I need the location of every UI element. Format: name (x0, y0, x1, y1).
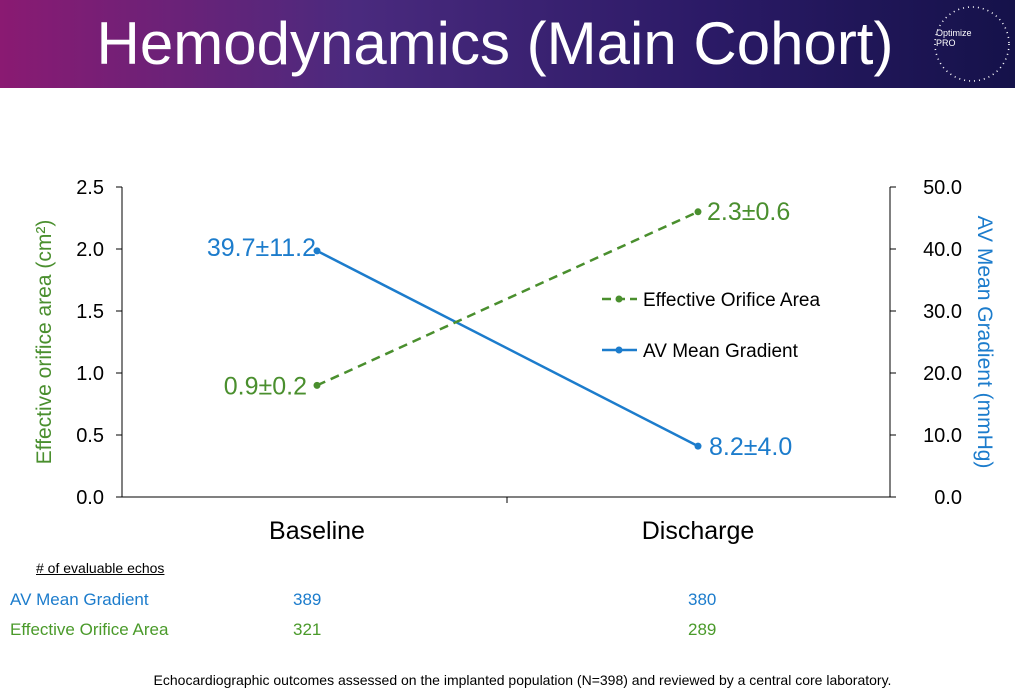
right-tick-label: 10.0 (923, 425, 962, 447)
series-line-effective-orifice-area (316, 210, 699, 387)
series-line-av-mean-gradient (316, 249, 699, 448)
left-tick-label: 0.5 (76, 425, 104, 447)
right-axis-ticks: 0.0 10.0 20.0 30.0 40.0 50.0 (890, 177, 962, 509)
category-labels: Baseline Discharge (269, 517, 754, 545)
category-label: Discharge (642, 517, 755, 545)
data-label: 0.9±0.2 (224, 372, 307, 400)
right-tick-label: 20.0 (923, 363, 962, 385)
legend-marker-effective-orifice-area (615, 295, 623, 303)
chart-legend: Effective Orifice Area AV Mean Gradient (602, 290, 820, 362)
data-point-effective-orifice-area (694, 208, 702, 216)
chart-axes (121, 187, 891, 503)
footnote: Echocardiographic outcomes assessed on t… (153, 672, 892, 688)
left-axis-ticks: 0.0 0.5 1.0 1.5 2.0 2.5 (76, 177, 122, 509)
left-tick-label: 1.5 (76, 301, 104, 323)
y-axis-label: Effective orifice area (cm²) (33, 220, 56, 465)
category-label: Baseline (269, 517, 365, 545)
right-tick-label: 40.0 (923, 239, 962, 261)
right-tick-label: 0.0 (934, 487, 962, 509)
data-point-av-mean-gradient (694, 442, 702, 450)
left-tick-label: 2.0 (76, 239, 104, 261)
logo-line-2: PRO (936, 38, 956, 48)
logo-text: Optimize PRO (936, 28, 972, 48)
table-row-label: Effective Orifice Area (10, 620, 169, 639)
table-header: # of evaluable echos (36, 560, 165, 576)
left-tick-label: 2.5 (76, 177, 104, 199)
data-point-effective-orifice-area (313, 381, 321, 389)
table-cell: 321 (293, 620, 322, 639)
legend-label: AV Mean Gradient (643, 341, 799, 362)
title-banner: Hemodynamics (Main Cohort) Optimize PRO (0, 0, 1015, 88)
series-lines (313, 208, 702, 450)
slide-title: Hemodynamics (Main Cohort) (96, 10, 894, 77)
table-cell: 380 (688, 590, 717, 609)
data-label: 2.3±0.6 (707, 198, 790, 226)
logo-line-1: Optimize (936, 28, 972, 38)
left-tick-label: 0.0 (76, 487, 104, 509)
right-tick-label: 50.0 (923, 177, 962, 199)
data-labels: 0.9±0.2 2.3±0.6 39.7±11.2 8.2±4.0 (207, 198, 792, 461)
y2-axis-label: AV Mean Gradient (mmHg) (973, 216, 996, 469)
data-point-av-mean-gradient (313, 247, 321, 255)
data-label: 39.7±11.2 (207, 234, 316, 262)
table-row-label: AV Mean Gradient (10, 590, 149, 609)
data-label: 8.2±4.0 (709, 433, 792, 461)
hemodynamics-chart: 0.0 0.5 1.0 1.5 2.0 2.5 0.0 10.0 20.0 30.0 40.0 50… (33, 177, 996, 545)
right-tick-label: 30.0 (923, 301, 962, 323)
optimize-pro-logo (934, 6, 1010, 82)
left-tick-label: 1.0 (76, 363, 104, 385)
legend-label: Effective Orifice Area (643, 290, 820, 311)
table-cell: 289 (688, 620, 717, 639)
legend-marker-av-mean-gradient (615, 346, 623, 354)
table-cell: 389 (293, 590, 322, 609)
